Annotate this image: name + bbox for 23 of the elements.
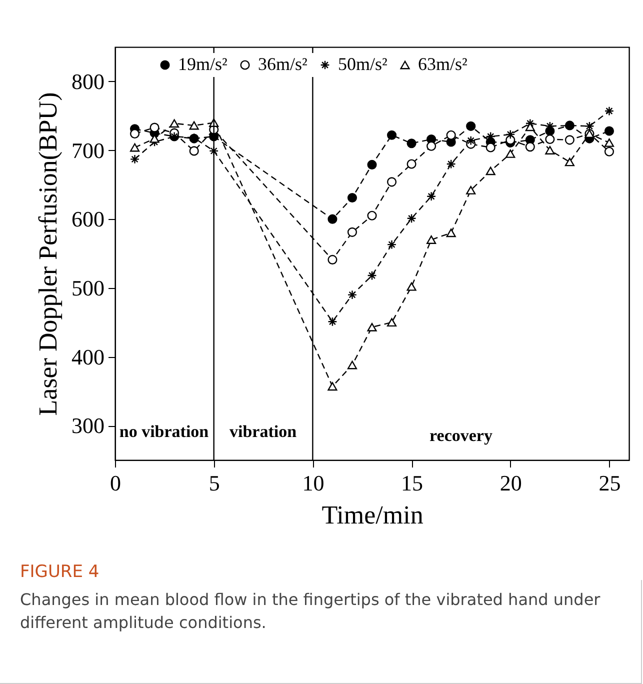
x-tick-label: 5 xyxy=(208,470,220,496)
y-tick-label: 400 xyxy=(72,344,104,370)
text: Changes in mean blood flow in the fingertips of the vibrated hand under different amplitude conditions. xyxy=(20,589,602,634)
y-tick-label: 600 xyxy=(72,206,104,232)
y-tick-label: 700 xyxy=(72,138,104,163)
x-tick-label: 10 xyxy=(302,470,324,496)
x-tick-label: 15 xyxy=(401,470,424,496)
legend-label: 63m/s² xyxy=(418,54,468,74)
y-tick-label: 300 xyxy=(72,413,104,438)
legend-label: 50m/s² xyxy=(338,54,388,74)
x-tick-label: 0 xyxy=(110,470,121,496)
x-tick-label: 25 xyxy=(598,470,621,496)
y-tick-label: 500 xyxy=(72,275,104,300)
x-tick-label: 20 xyxy=(500,470,522,496)
legend-label: 19m/s² xyxy=(178,54,228,74)
y-tick-label: 800 xyxy=(72,68,104,94)
y-axis-title: Laser Doppler Perfusion(BPU) xyxy=(34,92,62,416)
annotation: recovery xyxy=(430,426,493,445)
text: FIGURE 4 xyxy=(20,562,100,582)
annotation: no vibration xyxy=(119,422,210,441)
x-axis-title: Time/min xyxy=(322,500,424,530)
legend-label: 36m/s² xyxy=(258,54,308,74)
annotation: vibration xyxy=(229,422,298,441)
